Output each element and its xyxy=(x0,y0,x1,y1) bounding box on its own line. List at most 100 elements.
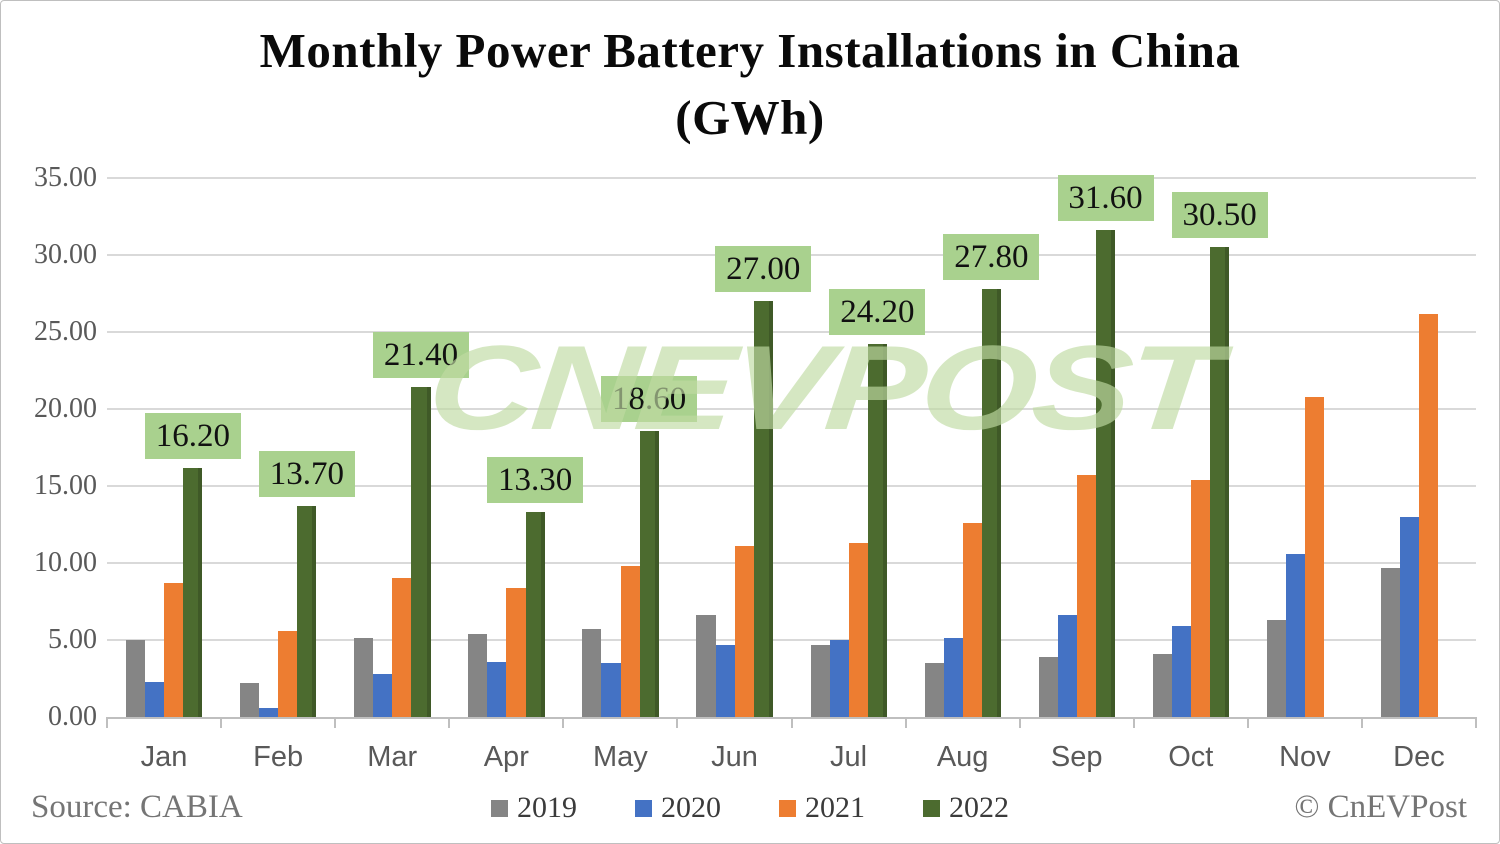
x-axis-label-mar: Mar xyxy=(367,741,418,773)
data-label-2022-jan: 16.20 xyxy=(144,412,241,459)
x-axis-tick xyxy=(1018,717,1021,728)
data-label-2022-oct: 30.50 xyxy=(1171,192,1268,239)
x-axis-label-jan: Jan xyxy=(140,741,188,773)
bar-2019-may xyxy=(582,629,602,717)
x-axis-tick xyxy=(220,717,223,728)
x-axis-label-sep: Sep xyxy=(1050,741,1103,773)
bar-2022-mar xyxy=(411,387,431,717)
bar-2022-sep xyxy=(1095,230,1116,717)
bar-2020-jan xyxy=(145,681,165,717)
bar-2020-oct xyxy=(1171,626,1191,717)
x-axis-tick xyxy=(1475,717,1477,728)
data-label-2022-feb: 13.70 xyxy=(258,451,355,498)
legend: 2019 2020 2021 2022 xyxy=(1,793,1499,823)
legend-swatch-2019 xyxy=(491,799,508,817)
bar-2021-may xyxy=(620,566,640,717)
bar-2020-may xyxy=(601,663,621,717)
bar-2022-apr xyxy=(525,512,545,717)
bar-2020-nov xyxy=(1285,553,1306,717)
gridline-25 xyxy=(107,331,1476,333)
x-axis-label-jun: Jun xyxy=(711,741,758,773)
y-axis-label-20: 20.00 xyxy=(34,393,97,424)
chart-footer: Source: CABIA 2019 2020 2021 2022 © CnEVPos… xyxy=(1,787,1499,835)
gridline-20 xyxy=(107,408,1476,410)
x-axis-tick xyxy=(1246,717,1249,728)
data-label-2022-sep: 31.60 xyxy=(1057,175,1154,222)
x-axis-label-dec: Dec xyxy=(1393,741,1445,773)
gridline-10 xyxy=(107,562,1476,564)
x-axis-tick xyxy=(448,717,451,728)
legend-swatch-2022 xyxy=(923,799,940,817)
chart-title-line1: Monthly Power Battery Installations in C… xyxy=(259,23,1241,78)
data-label-2022-jun: 27.00 xyxy=(715,246,812,293)
data-label-2022-mar: 21.40 xyxy=(373,332,470,379)
legend-swatch-2020 xyxy=(635,799,652,817)
bar-2021-sep xyxy=(1076,475,1096,717)
bar-2019-jul xyxy=(810,644,830,717)
bar-2022-jan xyxy=(183,467,203,717)
x-axis-label-apr: Apr xyxy=(483,741,529,773)
source-label: Source: CABIA xyxy=(31,789,243,825)
gridline-5 xyxy=(107,639,1476,641)
bar-2022-may xyxy=(639,430,659,717)
y-axis-label-30: 30.00 xyxy=(34,239,97,270)
bar-2020-sep xyxy=(1057,615,1077,717)
bar-2021-apr xyxy=(506,587,526,717)
bar-2022-jun xyxy=(753,301,773,717)
bar-2020-jul xyxy=(829,640,849,717)
x-axis-tick xyxy=(562,717,565,728)
data-label-2022-jul: 24.20 xyxy=(829,289,926,336)
y-axis-label-5: 5.00 xyxy=(48,624,97,655)
bar-2020-jun xyxy=(715,644,735,717)
bar-2019-oct xyxy=(1152,653,1172,717)
legend-item-2022: 2022 xyxy=(923,793,1009,823)
x-axis-tick xyxy=(1132,717,1135,728)
bar-2019-nov xyxy=(1266,619,1286,717)
legend-item-2021: 2021 xyxy=(779,793,865,823)
bar-2021-dec xyxy=(1419,313,1439,717)
bar-2021-nov xyxy=(1305,396,1325,717)
x-axis-label-nov: Nov xyxy=(1279,741,1331,773)
x-axis-tick xyxy=(904,717,907,728)
bar-2020-feb xyxy=(259,707,279,717)
bar-2021-mar xyxy=(392,578,412,717)
x-axis-label-oct: Oct xyxy=(1168,741,1214,773)
bar-2020-aug xyxy=(943,638,963,717)
bar-2021-jul xyxy=(848,542,868,717)
bar-2019-feb xyxy=(240,683,260,717)
bar-2021-jun xyxy=(734,546,754,717)
bar-2022-aug xyxy=(981,288,1001,717)
x-axis-tick xyxy=(334,717,337,728)
y-axis-label-15: 15.00 xyxy=(34,470,97,501)
legend-label-2020: 2020 xyxy=(661,791,721,824)
data-label-2022-may: 18.60 xyxy=(601,375,698,422)
x-axis-label-feb: Feb xyxy=(253,741,304,773)
gridline-35 xyxy=(107,177,1476,179)
bar-2020-mar xyxy=(373,673,393,717)
legend-label-2021: 2021 xyxy=(805,791,865,824)
bar-2021-jan xyxy=(164,583,184,717)
bar-2022-jul xyxy=(867,344,887,717)
x-axis-label-jul: Jul xyxy=(830,741,868,773)
data-label-2022-apr: 13.30 xyxy=(487,457,584,504)
x-axis-tick xyxy=(676,717,679,728)
bar-2021-oct xyxy=(1190,479,1211,717)
legend-label-2022: 2022 xyxy=(949,791,1009,824)
legend-item-2019: 2019 xyxy=(491,793,577,823)
legend-item-2020: 2020 xyxy=(635,793,721,823)
x-axis-tick xyxy=(106,717,108,728)
legend-label-2019: 2019 xyxy=(517,791,577,824)
chart-title: Monthly Power Battery Installations in C… xyxy=(1,17,1499,151)
x-axis-label-may: May xyxy=(592,741,648,773)
bar-2020-apr xyxy=(487,661,507,717)
bar-2020-dec xyxy=(1400,516,1420,717)
y-axis-label-25: 25.00 xyxy=(34,316,97,347)
bar-2022-oct xyxy=(1210,247,1230,717)
gridline-15 xyxy=(107,485,1476,487)
legend-swatch-2021 xyxy=(779,799,796,817)
bar-2019-aug xyxy=(924,663,944,717)
bar-2021-aug xyxy=(962,522,982,717)
y-axis-label-35: 35.00 xyxy=(34,162,97,193)
